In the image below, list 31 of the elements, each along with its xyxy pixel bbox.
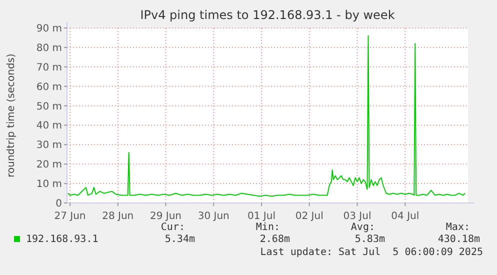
text: Last update: Sat Jul 5 06:00:09 2025 xyxy=(260,247,483,258)
y-tick-label: 0 xyxy=(56,198,62,210)
y-tick-label: 30 m xyxy=(36,140,62,152)
y-tick-label: 10 m xyxy=(36,179,62,190)
y-tick-label: 40 m xyxy=(36,120,62,132)
text: 2.68m xyxy=(260,234,290,245)
line-series xyxy=(68,35,466,197)
x-tick-label: 03 Jul xyxy=(343,211,372,222)
y-tick-label: 80 m xyxy=(36,42,62,54)
text: Avg: xyxy=(350,222,375,233)
y-tick-label: 20 m xyxy=(36,160,62,171)
y-tick-label: 50 m xyxy=(36,101,62,112)
x-tick-label: 28 Jun xyxy=(102,211,134,222)
y-axis-title: roundtrip time (seconds) xyxy=(6,53,17,178)
text: Max: xyxy=(446,222,470,233)
text: 5.83m xyxy=(354,234,385,245)
y-tick-label: 90 m xyxy=(36,24,62,34)
legend-label: 192.168.93.1 xyxy=(26,234,98,245)
x-tick-label: 04 Jul xyxy=(391,211,420,222)
text: 5.34m xyxy=(164,234,195,245)
x-tick-label: 01 Jul xyxy=(248,211,276,222)
text: 430.18m xyxy=(438,234,480,245)
x-tick-label: 02 Jul xyxy=(295,211,324,222)
chart-title: IPv4 ping times to 192.168.93.1 - by week xyxy=(140,8,395,22)
text: Min: xyxy=(256,222,280,233)
y-tick-label: 60 m xyxy=(36,82,62,93)
x-tick-label: 27 Jun xyxy=(54,211,86,222)
x-tick-label: 29 Jun xyxy=(150,211,182,222)
y-tick-label: 70 m xyxy=(36,62,62,74)
text: Cur: xyxy=(160,222,185,233)
x-tick-label: 30 Jun xyxy=(198,211,230,222)
